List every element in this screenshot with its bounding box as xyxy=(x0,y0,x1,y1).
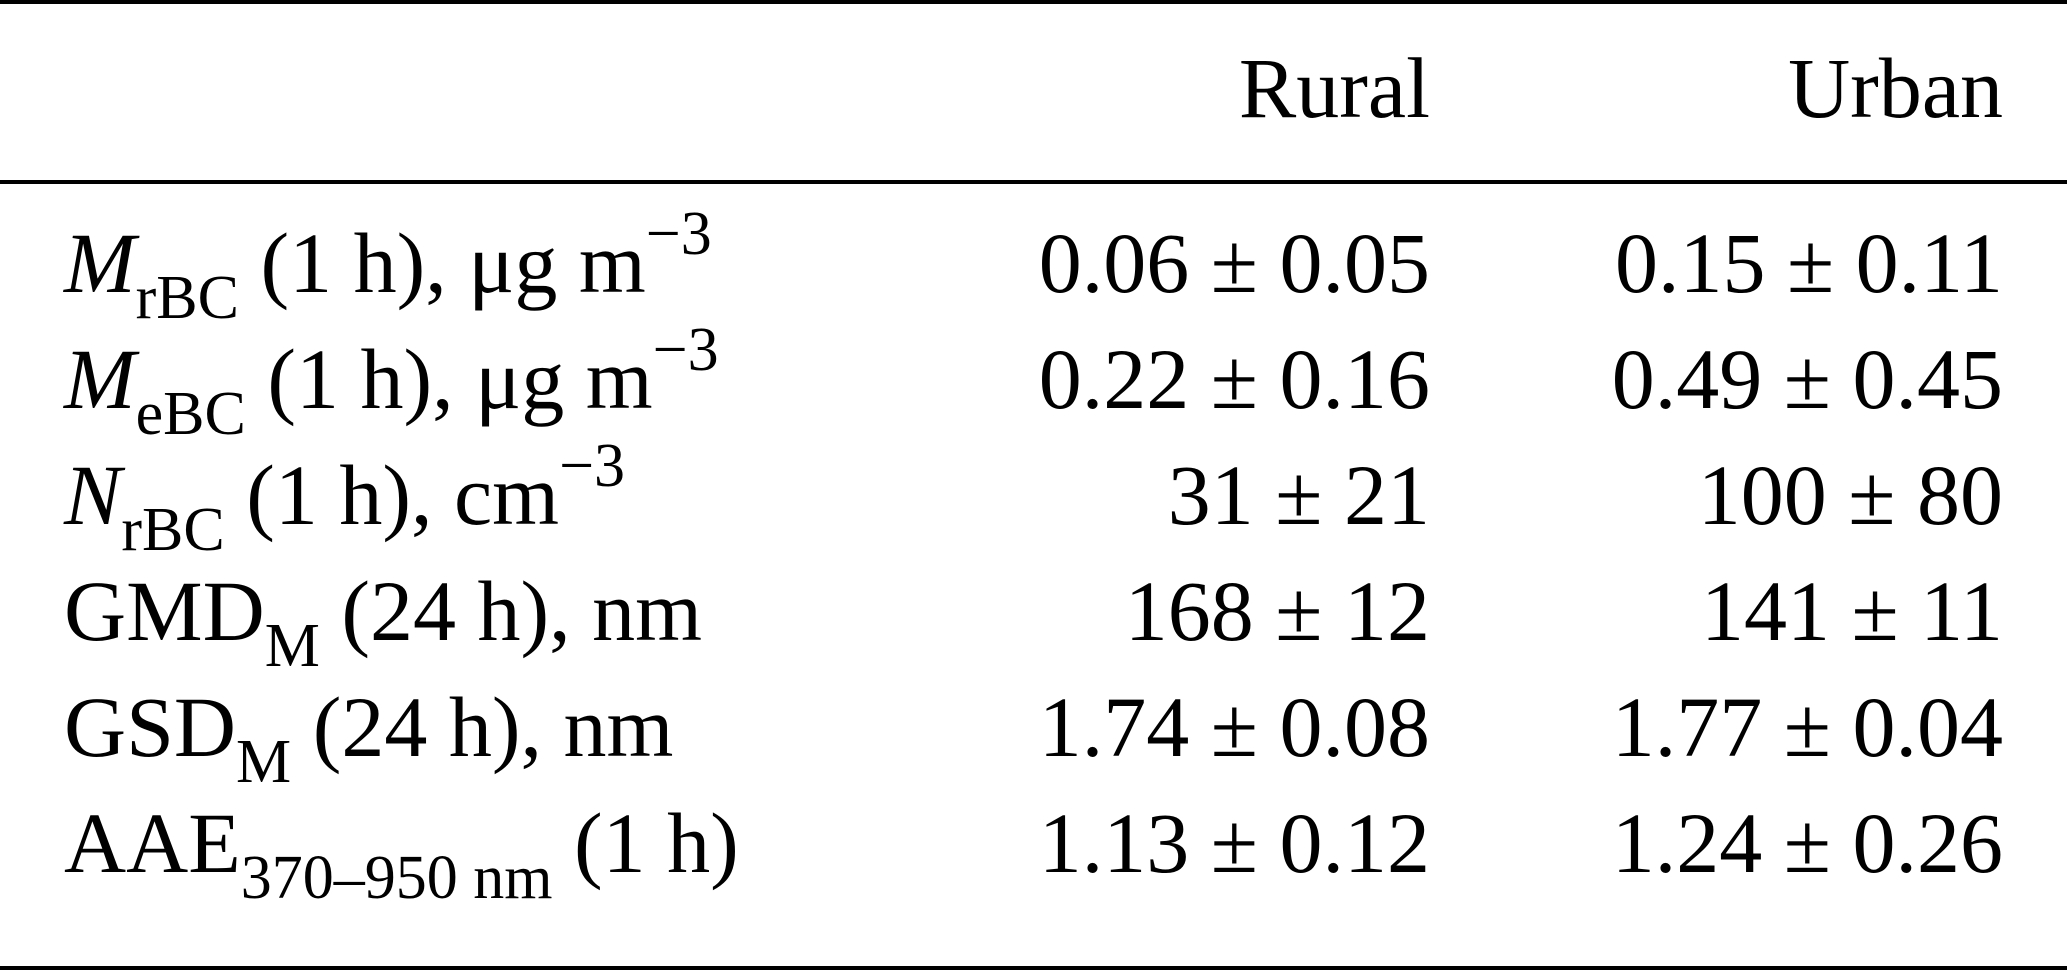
row-superscript: −3 xyxy=(645,200,712,268)
urban-value: 100 ± 80 xyxy=(1697,447,2003,543)
rural-value: 31 ± 21 xyxy=(1167,447,1430,543)
row-subscript: 370–950 nm xyxy=(240,844,553,912)
urban-value: 0.49 ± 0.45 xyxy=(1611,331,2003,427)
table-row: GSDM (24 h), nm 1.74 ± 0.08 1.77 ± 0.04 xyxy=(0,668,2067,796)
rural-value: 1.74 ± 0.08 xyxy=(1038,679,1430,775)
table-top-rule xyxy=(0,0,2067,4)
rural-value: 0.06 ± 0.05 xyxy=(1038,215,1430,311)
row-subscript: eBC xyxy=(135,380,246,448)
row-symbol: N xyxy=(64,447,122,543)
row-superscript: −3 xyxy=(559,432,626,500)
row-symbol: M xyxy=(64,215,136,311)
table-bottom-rule xyxy=(0,966,2067,970)
column-header-rural: Rural xyxy=(1238,40,1430,136)
row-unit-text: (1 h), μg m xyxy=(245,331,653,427)
row-label: GMDM (24 h), nm xyxy=(64,552,702,680)
table-row: NrBC (1 h), cm−3 31 ± 21 100 ± 80 xyxy=(0,432,2067,564)
row-unit-text: (1 h), μg m xyxy=(239,215,646,311)
table-row: GMDM (24 h), nm 168 ± 12 141 ± 11 xyxy=(0,552,2067,680)
row-label: AAE370–950 nm (1 h) xyxy=(64,784,739,912)
row-label: MrBC (1 h), μg m−3 xyxy=(64,200,712,332)
row-label: GSDM (24 h), nm xyxy=(64,668,674,796)
urban-value: 1.77 ± 0.04 xyxy=(1611,679,2003,775)
row-subscript: rBC xyxy=(135,264,239,332)
row-label: MeBC (1 h), μg m−3 xyxy=(64,316,719,448)
table-header-rule xyxy=(0,180,2067,184)
row-subscript: M xyxy=(264,612,320,680)
row-unit-text: (24 h), nm xyxy=(291,679,674,775)
row-symbol: GSD xyxy=(64,679,237,775)
table-row: MrBC (1 h), μg m−3 0.06 ± 0.05 0.15 ± 0.11 xyxy=(0,200,2067,332)
urban-value: 141 ± 11 xyxy=(1700,563,2003,659)
table-row: MeBC (1 h), μg m−3 0.22 ± 0.16 0.49 ± 0.45 xyxy=(0,316,2067,448)
row-subscript: M xyxy=(236,728,292,796)
urban-value: 0.15 ± 0.11 xyxy=(1614,215,2003,311)
row-unit-text: (24 h), nm xyxy=(319,563,702,659)
row-symbol: M xyxy=(64,331,136,427)
row-subscript: rBC xyxy=(121,496,225,564)
rural-value: 0.22 ± 0.16 xyxy=(1038,331,1430,427)
row-label: NrBC (1 h), cm−3 xyxy=(64,432,625,564)
row-superscript: −3 xyxy=(652,316,719,384)
column-header-urban: Urban xyxy=(1788,40,2003,136)
table-row: AAE370–950 nm (1 h) 1.13 ± 0.12 1.24 ± 0.2… xyxy=(0,784,2067,912)
urban-value: 1.24 ± 0.26 xyxy=(1611,795,2003,891)
rural-value: 168 ± 12 xyxy=(1124,563,1430,659)
row-unit-text: (1 h) xyxy=(552,795,739,891)
row-symbol: GMD xyxy=(64,563,265,659)
rural-value: 1.13 ± 0.12 xyxy=(1038,795,1430,891)
row-symbol: AAE xyxy=(64,795,241,891)
row-unit-text: (1 h), cm xyxy=(224,447,560,543)
